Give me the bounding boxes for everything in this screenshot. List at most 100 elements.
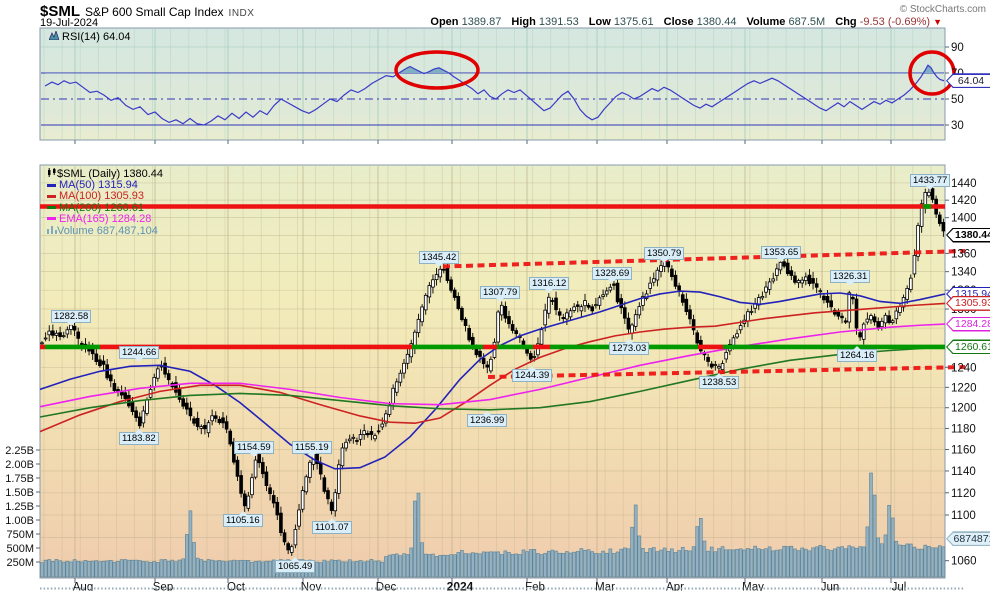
price-axis-label: 1180: [951, 423, 976, 435]
low-label: Low: [588, 16, 611, 28]
month-label: Jun: [821, 582, 840, 591]
price-callout-label: 1236.99: [467, 410, 508, 427]
legend-item: MA(50) 1315.94: [47, 180, 163, 191]
price-axis-label: 1240: [951, 362, 977, 374]
axis-value-box: 64.04: [946, 73, 990, 89]
price-axis-label: 1140: [951, 466, 976, 478]
price-callout-label: 1244.39: [512, 365, 553, 382]
volume-value: 687.5M: [788, 16, 826, 28]
rsi-axis-label: 90: [951, 42, 964, 54]
price-callout-label: 1065.49: [275, 556, 316, 573]
month-label: Oct: [227, 582, 246, 591]
highlight-ellipse: [908, 50, 956, 96]
price-callout-label: 1433.77: [910, 173, 951, 190]
symbol-name: S&P 600 Small Cap Index: [85, 5, 224, 19]
close-value: 1380.44: [696, 16, 737, 28]
price-callout-label: 1273.03: [609, 338, 650, 355]
axis-value-box: 1284.28: [946, 316, 990, 332]
rsi-indicator-icon: [48, 29, 60, 41]
month-label: 2024: [447, 580, 474, 591]
price-callout-label: 1238.53: [699, 372, 740, 389]
rsi-label-text: RSI(14) 64.04: [62, 31, 131, 43]
main-panel-background: [39, 164, 946, 579]
symbol: $SML: [40, 3, 81, 20]
axis-value-box: 6874871: [946, 531, 990, 547]
price-axis-label: 1340: [951, 267, 977, 279]
rsi-panel-background: [39, 27, 946, 141]
ema165-line: [39, 323, 946, 408]
price-axis-label: 1060: [951, 556, 977, 568]
volume-axis-label: 500M: [6, 543, 34, 555]
price-callout-label: 1101.07: [312, 517, 352, 534]
month-label: Jul: [892, 582, 907, 591]
volume-axis-label: 1.75B: [5, 473, 34, 485]
month-label: Mar: [595, 582, 615, 591]
chart-date: 19-Jul-2024: [40, 17, 99, 29]
price-axis-label: 1220: [951, 382, 977, 394]
legend-item: $SML (Daily) 1380.44: [47, 168, 163, 180]
high-label: High: [511, 16, 536, 28]
trendline-dashed: [487, 365, 966, 379]
volume-axis-label: 2.25B: [5, 445, 34, 457]
price-callout-label: 1105.16: [223, 510, 263, 527]
legend-item-label: Volume 687,487,104: [57, 225, 158, 238]
price-callout-label: 1326.31: [830, 269, 871, 286]
price-axis-label: 1120: [951, 488, 976, 500]
legend-dash-icon: [47, 195, 56, 198]
price-axis-label: 1160: [951, 445, 976, 457]
price-axis-label: 1400: [951, 213, 977, 225]
price-legend: $SML (Daily) 1380.44 MA(50) 1315.94 MA(100…: [47, 168, 163, 237]
price-callout-label: 1328.69: [592, 266, 633, 283]
price-callout-label: 1244.66: [119, 345, 160, 362]
legend-item: MA(100) 1305.93: [47, 191, 163, 202]
highlight-ellipse: [394, 50, 480, 90]
price-axis-label: 1100: [951, 510, 976, 522]
close-label: Close: [663, 16, 694, 28]
chg-value: -9.53 (-0.69%): [859, 16, 931, 28]
legend-item-label: MA(100) 1305.93: [59, 190, 144, 203]
volume-axis-label: 750M: [6, 529, 34, 541]
price-callout-label: 1307.79: [480, 285, 521, 302]
price-axis-label: 1440: [951, 178, 977, 190]
rsi-axis-label: 50: [951, 94, 964, 106]
month-label: Dec: [376, 582, 397, 591]
open-label: Open: [430, 16, 459, 28]
copyright: © StockCharts.com: [899, 4, 986, 15]
legend-dash-icon: [47, 217, 56, 221]
volume-label: Volume: [746, 16, 786, 28]
month-label: Nov: [301, 582, 322, 591]
legend-item: Volume 687,487,104: [47, 225, 163, 237]
legend-dash-icon: [47, 183, 56, 187]
legend-item-label: EMA(165) 1284.28: [59, 212, 152, 225]
rsi-line: [44, 64, 945, 126]
legend-item: EMA(165) 1284.28: [47, 212, 163, 225]
price-callout-label: 1345.42: [419, 250, 460, 267]
axis-value-box: 1380.44: [946, 227, 990, 243]
price-axis-label: 1360: [951, 248, 977, 260]
volume-axis-label: 1.25B: [5, 501, 34, 513]
volume-axis-label: 1.00B: [5, 515, 34, 527]
volume-axis-label: 250M: [6, 557, 34, 569]
price-callout-label: 1264.16: [837, 345, 878, 362]
price-callout-label: 1154.59: [234, 440, 274, 457]
candlestick-chart-icon: [47, 168, 57, 180]
down-arrow-icon: ▼: [933, 17, 942, 27]
month-label: May: [742, 582, 764, 591]
legend-item-label: $SML (Daily) 1380.44: [57, 168, 163, 180]
month-label: Aug: [73, 582, 93, 591]
price-callout-label: 1350.79: [644, 246, 685, 263]
high-value: 1391.53: [538, 16, 579, 28]
exchange-label: INDX: [228, 8, 255, 19]
legend-item-label: MA(200) 1260.61: [59, 201, 144, 214]
month-label: Sep: [153, 582, 173, 591]
ma200-line: [39, 346, 946, 418]
legend-dash-icon: [47, 206, 56, 210]
volume-axis-label: 2.00B: [5, 459, 34, 471]
axis-value-box: 1305.93: [946, 295, 990, 311]
rsi-legend: RSI(14) 64.04: [48, 29, 131, 43]
month-label: Feb: [525, 582, 545, 591]
month-label: Apr: [666, 582, 684, 591]
price-callout-label: 1316.12: [529, 276, 570, 293]
open-value: 1389.87: [461, 16, 502, 28]
